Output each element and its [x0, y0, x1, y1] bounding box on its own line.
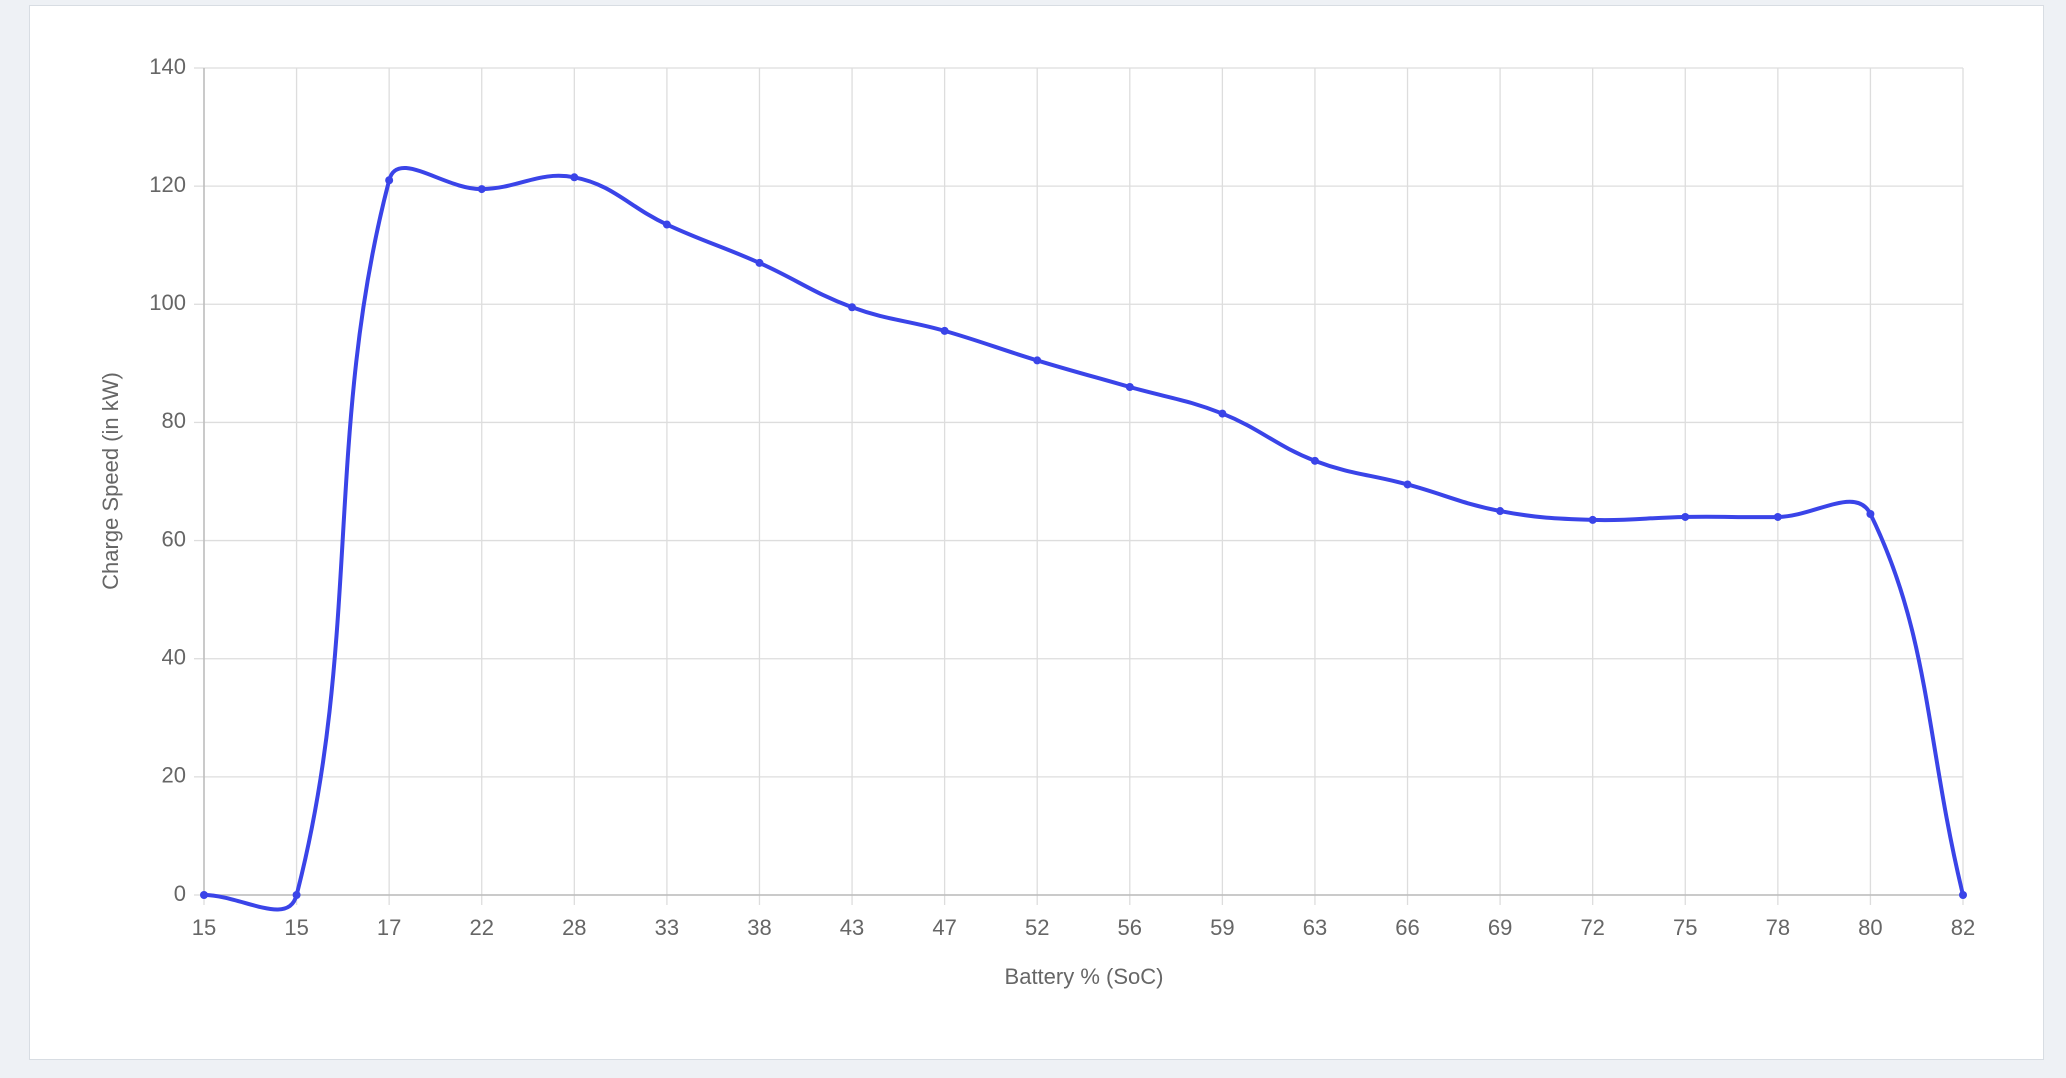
x-tick-label: 80 — [1858, 915, 1882, 940]
data-point — [848, 303, 857, 312]
x-tick-label: 82 — [1951, 915, 1975, 940]
data-point — [1125, 382, 1134, 391]
data-point — [477, 185, 486, 194]
x-tick-label: 52 — [1025, 915, 1049, 940]
data-point — [1588, 515, 1597, 524]
x-tick-label: 56 — [1118, 915, 1142, 940]
data-point — [1310, 456, 1319, 465]
y-tick-label: 100 — [149, 290, 186, 315]
y-axis-label: Charge Speed (in kW) — [98, 372, 123, 590]
data-point — [1866, 509, 1875, 518]
y-tick-label: 120 — [149, 172, 186, 197]
y-tick-label: 60 — [162, 526, 186, 551]
data-point — [1773, 512, 1782, 521]
x-tick-label: 72 — [1580, 915, 1604, 940]
x-tick-label: 33 — [655, 915, 679, 940]
data-point — [1218, 409, 1227, 418]
data-point — [570, 173, 579, 182]
x-tick-label: 59 — [1210, 915, 1234, 940]
data-point — [292, 891, 301, 899]
x-tick-label: 28 — [562, 915, 586, 940]
data-point — [385, 176, 394, 185]
x-tick-label: 69 — [1488, 915, 1512, 940]
x-tick-label: 75 — [1673, 915, 1697, 940]
x-tick-label: 17 — [377, 915, 401, 940]
x-tick-label: 63 — [1303, 915, 1327, 940]
data-point — [1033, 356, 1042, 365]
data-point — [1959, 891, 1967, 899]
data-point — [200, 891, 208, 899]
data-point — [940, 326, 949, 335]
y-tick-label: 0 — [174, 881, 186, 906]
y-tick-label: 40 — [162, 645, 186, 670]
y-tick-label: 140 — [149, 54, 186, 79]
data-line — [203, 166, 1965, 912]
x-tick-label: 66 — [1395, 915, 1419, 940]
data-point — [1403, 480, 1412, 489]
x-tick-label: 78 — [1766, 915, 1790, 940]
x-tick-label: 47 — [932, 915, 956, 940]
data-point — [1681, 512, 1690, 521]
data-point — [755, 258, 764, 267]
y-tick-label: 80 — [162, 408, 186, 433]
data-point — [662, 220, 671, 229]
y-tick-label: 20 — [162, 763, 186, 788]
x-axis-label: Battery % (SoC) — [1005, 964, 1164, 989]
chart-card — [29, 5, 2044, 1060]
x-tick-label: 43 — [840, 915, 864, 940]
x-tick-label: 15 — [192, 915, 216, 940]
x-tick-label: 22 — [469, 915, 493, 940]
data-point — [1496, 507, 1505, 516]
x-tick-label: 15 — [284, 915, 308, 940]
x-tick-label: 38 — [747, 915, 771, 940]
